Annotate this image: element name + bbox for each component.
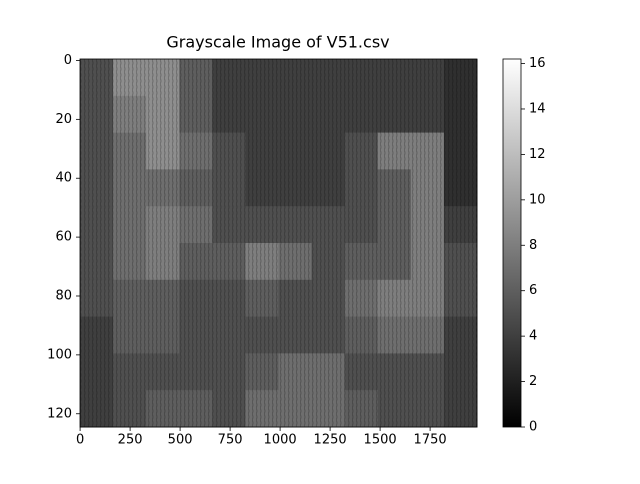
colorbar-tick-label: 0	[529, 420, 537, 435]
colorbar-tick-label: 14	[529, 101, 546, 116]
x-tick-label: 0	[76, 433, 84, 448]
y-tick-label: 100	[47, 347, 72, 362]
axes-frame	[79, 58, 478, 428]
colorbar-tick-label: 16	[529, 56, 546, 71]
colorbar-tick-label: 2	[529, 374, 537, 389]
x-tick-label: 1250	[314, 433, 347, 448]
texture	[80, 59, 477, 427]
y-tick-label: 60	[55, 230, 72, 245]
x-tick-label: 1000	[264, 433, 297, 448]
colorbar-tick-label: 10	[529, 192, 546, 207]
chart-title: Grayscale Image of V51.csv	[166, 33, 389, 52]
colorbar-tick-label: 6	[529, 283, 537, 298]
x-tick-label: 250	[118, 433, 143, 448]
y-tick-label: 40	[55, 171, 72, 186]
y-tick-label: 20	[55, 112, 72, 127]
x-tick-label: 750	[218, 433, 243, 448]
y-tick-label: 0	[64, 53, 72, 68]
y-tick-label: 80	[55, 288, 72, 303]
colorbar	[502, 58, 522, 428]
x-tick-label: 1500	[364, 433, 397, 448]
colorbar-tick-label: 12	[529, 147, 546, 162]
x-tick-label: 500	[168, 433, 193, 448]
colorbar-tick-label: 4	[529, 329, 537, 344]
y-tick-label: 120	[47, 406, 72, 421]
colorbar-tick-label: 8	[529, 238, 537, 253]
x-tick-label: 1750	[414, 433, 447, 448]
